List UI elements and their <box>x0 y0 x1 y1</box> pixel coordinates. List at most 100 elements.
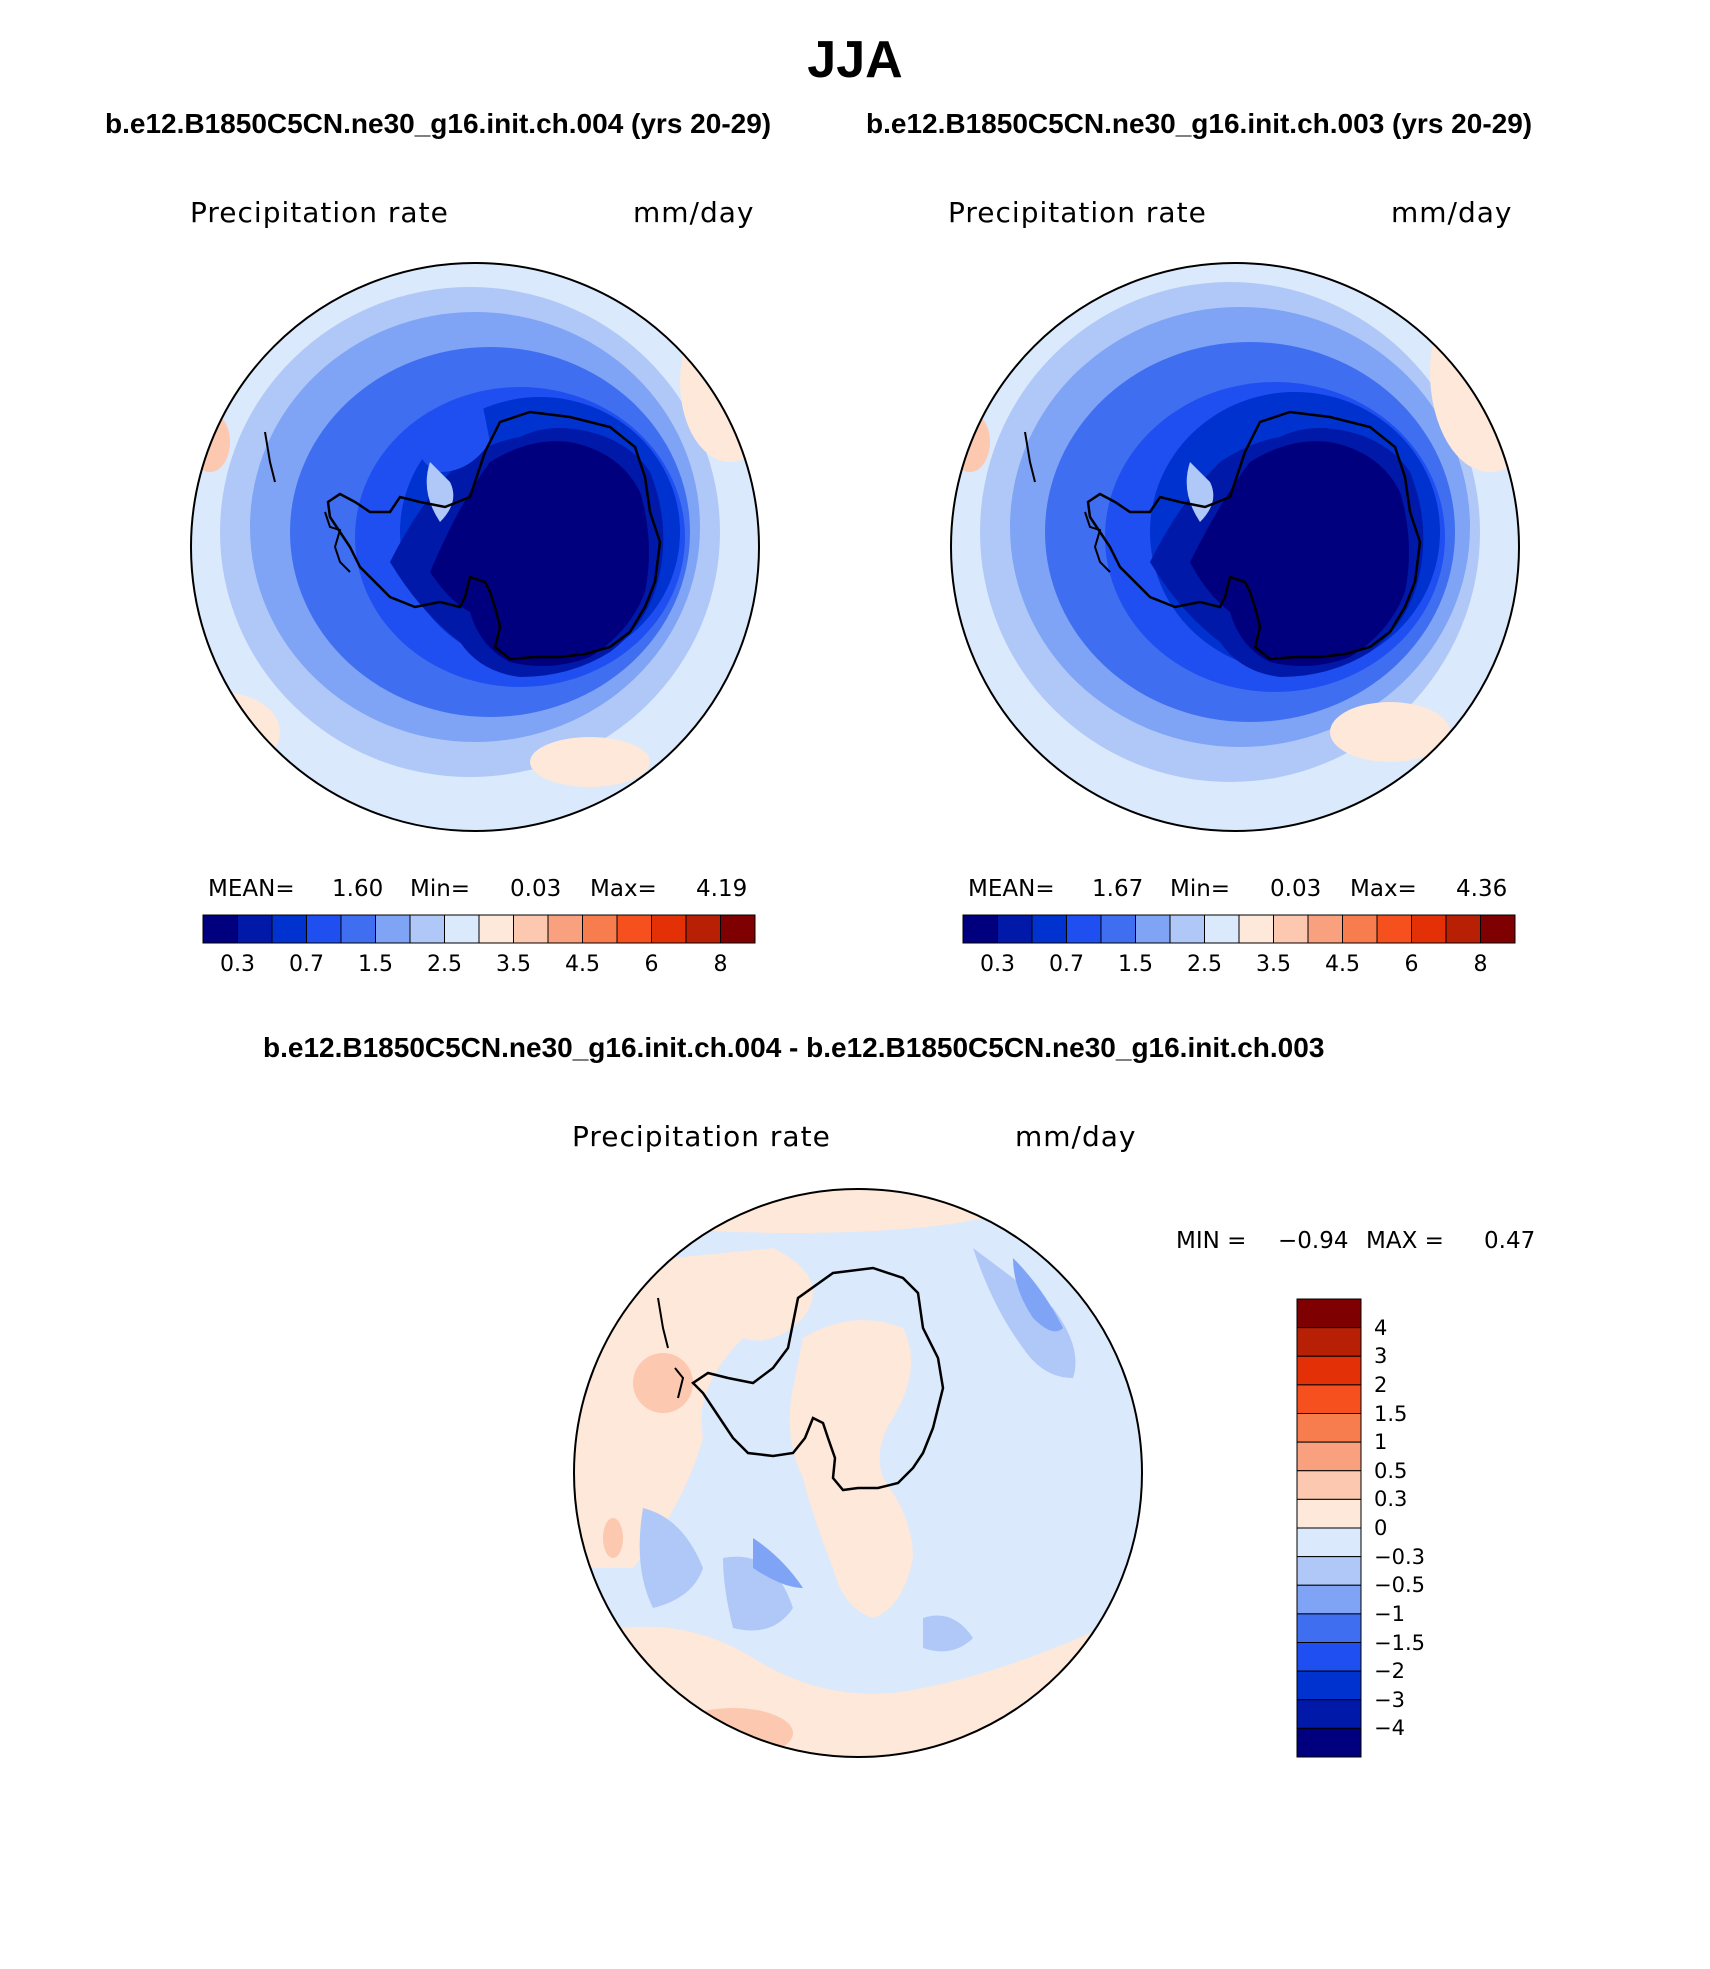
diff-colorbar-tick-label: −2 <box>1374 1659 1405 1684</box>
panel-2-colorbar-tick-label: 4.5 <box>1325 952 1360 977</box>
diff-colorbar <box>1296 1298 1362 1758</box>
panel-1-colorbar-swatch-13 <box>651 914 687 944</box>
panel-1-colorbar-tick-label: 0.7 <box>289 952 324 977</box>
panel-1-units-label: mm/day <box>633 196 755 229</box>
diff-colorbar-tick-label: −0.3 <box>1374 1544 1425 1569</box>
diff-colorbar-swatch-10 <box>1296 1584 1362 1615</box>
diff-colorbar-tick-label: 3 <box>1374 1344 1388 1369</box>
diff-colorbar-swatch-2 <box>1296 1355 1362 1386</box>
diff-colorbar-tick-label: 1 <box>1374 1430 1388 1455</box>
panel-2-colorbar-tick-label: 1.5 <box>1118 952 1153 977</box>
diff-max-label: MAX = <box>1366 1228 1444 1254</box>
panel-2-colorbar-swatch-9 <box>1273 914 1309 944</box>
panel-2-max-value: 4.36 <box>1456 876 1508 902</box>
panel-1-colorbar-swatch-8 <box>478 914 514 944</box>
diff-colorbar-swatch-8 <box>1296 1527 1362 1558</box>
panel-2-colorbar-tick-label: 3.5 <box>1256 952 1291 977</box>
panel-2-colorbar-swatch-0 <box>962 914 998 944</box>
main-title: JJA <box>807 31 903 89</box>
panel-2-case-title: b.e12.B1850C5CN.ne30_g16.init.ch.003 (yr… <box>866 108 1533 139</box>
panel-1-mean-label: MEAN= <box>208 876 295 902</box>
diff-colorbar-tick-label: 0.3 <box>1374 1487 1408 1512</box>
panel-2-colorbar-tick-label: 2.5 <box>1187 952 1222 977</box>
diff-min-value: −0.94 <box>1278 1228 1349 1254</box>
panel-1-colorbar-tick-label: 6 <box>644 952 659 977</box>
panel-1-colorbar <box>202 914 756 944</box>
panel-2-colorbar-swatch-15 <box>1480 914 1516 944</box>
diff-colorbar-swatch-1 <box>1296 1327 1362 1357</box>
diff-colorbar-swatch-0 <box>1296 1298 1362 1329</box>
panel-2-colorbar-swatch-10 <box>1307 914 1343 944</box>
panel-1-colorbar-swatch-12 <box>616 914 652 944</box>
panel-1-colorbar-tick-label: 0.3 <box>220 952 255 977</box>
diff-colorbar-swatch-4 <box>1296 1413 1362 1443</box>
panel-2-colorbar-swatch-2 <box>1031 914 1067 944</box>
panel-1-colorbar-swatch-10 <box>547 914 583 944</box>
panel-1-colorbar-swatch-0 <box>202 914 238 944</box>
diff-colorbar-swatch-6 <box>1296 1470 1362 1500</box>
panel-1-colorbar-tick-label: 3.5 <box>496 952 531 977</box>
panel-1-max-label: Max= <box>590 876 657 902</box>
diff-colorbar-tick-label: 0.5 <box>1374 1458 1408 1483</box>
panel-1-colorbar-swatch-11 <box>582 914 618 944</box>
panel-1-colorbar-tick-label: 4.5 <box>565 952 600 977</box>
diff-colorbar-swatch-14 <box>1296 1699 1362 1729</box>
panel-2-min-value: 0.03 <box>1270 876 1322 902</box>
panel-1-colorbar-swatch-3 <box>306 914 342 944</box>
diff-colorbar-swatch-5 <box>1296 1441 1362 1472</box>
diff-colorbar-swatch-11 <box>1296 1613 1362 1643</box>
panel-2-mean-value: 1.67 <box>1092 876 1144 902</box>
panel-1-mean-value: 1.60 <box>332 876 384 902</box>
panel-2-polar-map <box>950 262 1520 832</box>
panel-2-colorbar-tick-label: 6 <box>1404 952 1419 977</box>
panel-2-colorbar-tick-label: 8 <box>1473 952 1488 977</box>
panel-2-colorbar-swatch-11 <box>1342 914 1378 944</box>
panel-1-max-value: 4.19 <box>696 876 748 902</box>
diff-colorbar-swatch-12 <box>1296 1642 1362 1672</box>
panel-1-colorbar-swatch-14 <box>685 914 721 944</box>
panel-2-colorbar-swatch-7 <box>1204 914 1240 944</box>
diff-units-label: mm/day <box>1015 1120 1137 1153</box>
panel-2-colorbar-tick-label: 0.7 <box>1049 952 1084 977</box>
diff-polar-map <box>573 1188 1143 1758</box>
panel-1-colorbar-tick-label: 8 <box>713 952 728 977</box>
panel-2-mean-label: MEAN= <box>968 876 1055 902</box>
panel-2-colorbar-tick-label: 0.3 <box>980 952 1015 977</box>
diff-colorbar-swatch-9 <box>1296 1556 1362 1586</box>
panel-1-colorbar-swatch-1 <box>237 914 273 944</box>
diff-colorbar-swatch-13 <box>1296 1670 1362 1701</box>
panel-2-colorbar-swatch-8 <box>1238 914 1274 944</box>
panel-1-min-value: 0.03 <box>510 876 562 902</box>
diff-colorbar-tick-label: 1.5 <box>1374 1401 1408 1426</box>
panel-2-colorbar-swatch-6 <box>1169 914 1205 944</box>
panel-1-variable-label: Precipitation rate <box>190 196 449 229</box>
panel-1-colorbar-swatch-6 <box>409 914 445 944</box>
diff-colorbar-swatch-7 <box>1296 1498 1362 1529</box>
diff-colorbar-swatch-3 <box>1296 1384 1362 1414</box>
diff-title: b.e12.B1850C5CN.ne30_g16.init.ch.004 - b… <box>263 1032 1325 1063</box>
panel-2-colorbar-swatch-13 <box>1411 914 1447 944</box>
diff-variable-label: Precipitation rate <box>572 1120 831 1153</box>
diff-colorbar-tick-label: −1.5 <box>1374 1630 1425 1655</box>
diff-colorbar-tick-label: 2 <box>1374 1372 1388 1397</box>
panel-1-polar-map <box>190 262 760 832</box>
panel-2-colorbar <box>962 914 1516 944</box>
panel-2-max-label: Max= <box>1350 876 1417 902</box>
panel-1-colorbar-swatch-15 <box>720 914 756 944</box>
diff-colorbar-tick-label: 0 <box>1374 1516 1388 1540</box>
panel-1-colorbar-swatch-4 <box>340 914 376 944</box>
panel-2-colorbar-swatch-3 <box>1066 914 1102 944</box>
panel-1-colorbar-swatch-5 <box>375 914 411 944</box>
diff-colorbar-tick-label: −3 <box>1374 1687 1405 1712</box>
panel-1-colorbar-tick-label: 2.5 <box>427 952 462 977</box>
panel-2-colorbar-swatch-5 <box>1135 914 1171 944</box>
diff-colorbar-tick-label: −1 <box>1374 1601 1405 1626</box>
diff-colorbar-tick-label: −0.5 <box>1374 1573 1425 1598</box>
diff-colorbar-tick-label: −4 <box>1374 1716 1405 1741</box>
panel-1-case-title: b.e12.B1850C5CN.ne30_g16.init.ch.004 (yr… <box>105 108 772 139</box>
panel-1-min-label: Min= <box>410 876 471 902</box>
panel-1-colorbar-swatch-7 <box>444 914 480 944</box>
diff-max-value: 0.47 <box>1484 1228 1536 1254</box>
panel-1-colorbar-tick-label: 1.5 <box>358 952 393 977</box>
panel-2-colorbar-swatch-14 <box>1445 914 1481 944</box>
